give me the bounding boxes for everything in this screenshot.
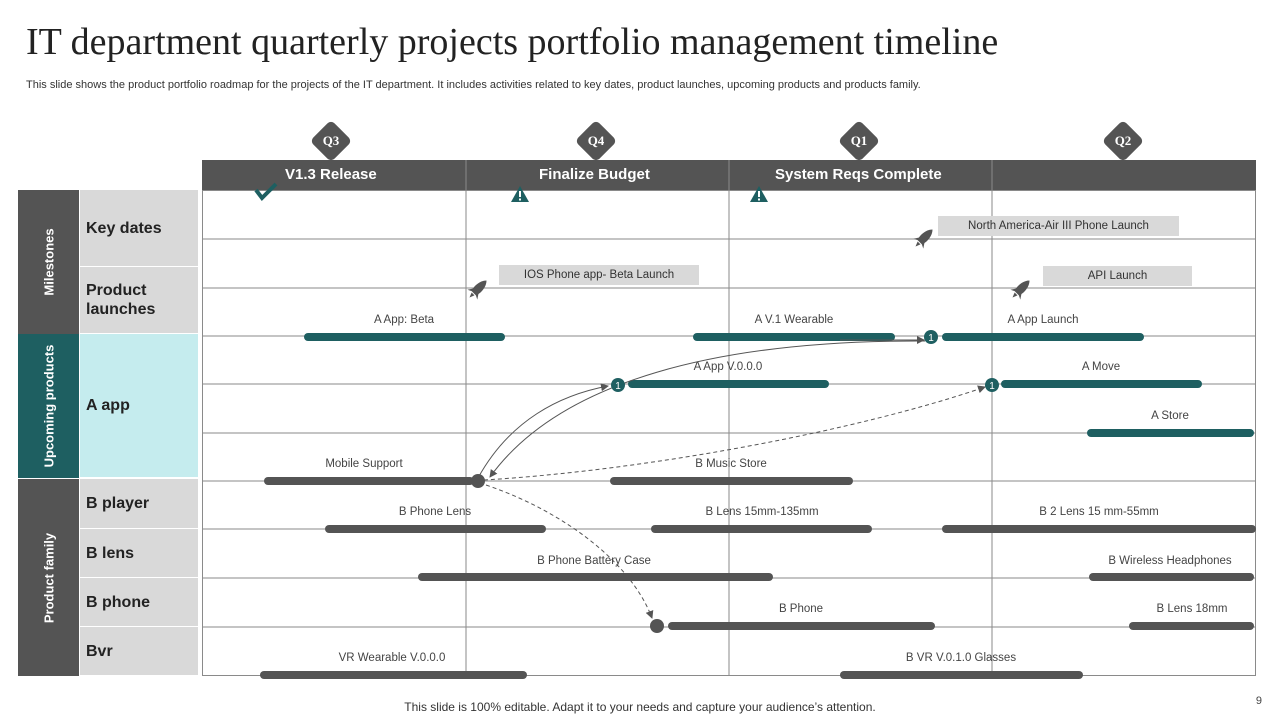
label-vr-wearable: VR Wearable V.0.0.0 (338, 652, 446, 664)
label-a-move: A Move (1081, 361, 1121, 373)
arrow-solid (477, 383, 609, 479)
number-marker: 1 (611, 378, 625, 392)
launch-box-north-america: North America-Air III Phone Launch (938, 216, 1179, 236)
label-a-app-v000: A App V.0.0.0 (693, 361, 763, 373)
number-marker: 1 (985, 378, 999, 392)
milestone-header-budget: Finalize Budget (539, 166, 650, 183)
label-a-store: A Store (1151, 410, 1189, 422)
label-b-phone: B Phone (778, 603, 824, 615)
svg-text:1: 1 (615, 381, 621, 392)
arrow-dashed (485, 484, 654, 619)
milestone-header-sysreqs: System Reqs Complete (775, 166, 942, 183)
label-b-lens-15-135: B Lens 15mm-135mm (705, 506, 819, 518)
label-b-phone-lens: B Phone Lens (398, 506, 472, 518)
svg-text:1: 1 (989, 381, 995, 392)
category-product-family: Product family (18, 479, 79, 676)
dependency-dot (650, 619, 664, 633)
page-number: 9 (1255, 695, 1262, 707)
label-b-vr-glasses: B VR V.0.1.0 Glasses (905, 652, 1017, 664)
check-icon (254, 182, 278, 202)
label-b-phone-battery-case: B Phone Battery Case (537, 555, 651, 567)
row-label-b-player: B player (80, 479, 198, 529)
label-mobile-support: Mobile Support (325, 458, 403, 470)
page-subtitle: This slide shows the product portfolio r… (26, 79, 921, 91)
label-b-lens-18mm: B Lens 18mm (1156, 603, 1228, 615)
number-marker: 1 (924, 330, 938, 344)
warning-icon (750, 186, 768, 202)
row-label-product-launches: Product launches (80, 267, 198, 334)
label-b-music-store: B Music Store (695, 458, 767, 470)
category-upcoming-products: Upcoming products (18, 334, 79, 478)
rocket-icon (913, 229, 933, 249)
warning-icon (511, 186, 529, 202)
label-b2-lens-15-55: B 2 Lens 15 mm-55mm (1039, 506, 1159, 518)
page-title: IT department quarterly projects portfol… (26, 21, 999, 63)
arrow-dashed (483, 385, 986, 481)
arrow-solid (489, 340, 926, 478)
svg-text:1: 1 (928, 333, 934, 344)
row-label-bvr: Bvr (80, 627, 198, 676)
rocket-icon (467, 280, 487, 300)
category-milestones: Milestones (18, 190, 79, 334)
rocket-icon (1010, 280, 1030, 300)
label-a-app-launch: A App Launch (1007, 314, 1079, 326)
row-label-key-dates: Key dates (80, 190, 198, 267)
milestone-header-v13: V1.3 Release (285, 166, 377, 183)
launch-box-api: API Launch (1043, 266, 1192, 286)
quarter-badge-q4: Q4 (574, 119, 618, 163)
footer-note: This slide is 100% editable. Adapt it to… (404, 700, 876, 714)
quarter-badge-q3: Q3 (309, 119, 353, 163)
label-a-app-beta: A App: Beta (373, 314, 435, 326)
label-b-wireless-headphones: B Wireless Headphones (1108, 555, 1232, 567)
label-a-v1-wearable: A V.1 Wearable (754, 314, 834, 326)
launch-box-ios-beta: IOS Phone app- Beta Launch (499, 265, 699, 285)
dependency-dot (471, 474, 485, 488)
row-label-b-phone: B phone (80, 578, 198, 627)
quarter-badge-q2: Q2 (1101, 119, 1145, 163)
row-label-a-app: A app (80, 334, 198, 478)
quarter-badge-q1: Q1 (837, 119, 881, 163)
row-label-b-lens: B lens (80, 529, 198, 578)
